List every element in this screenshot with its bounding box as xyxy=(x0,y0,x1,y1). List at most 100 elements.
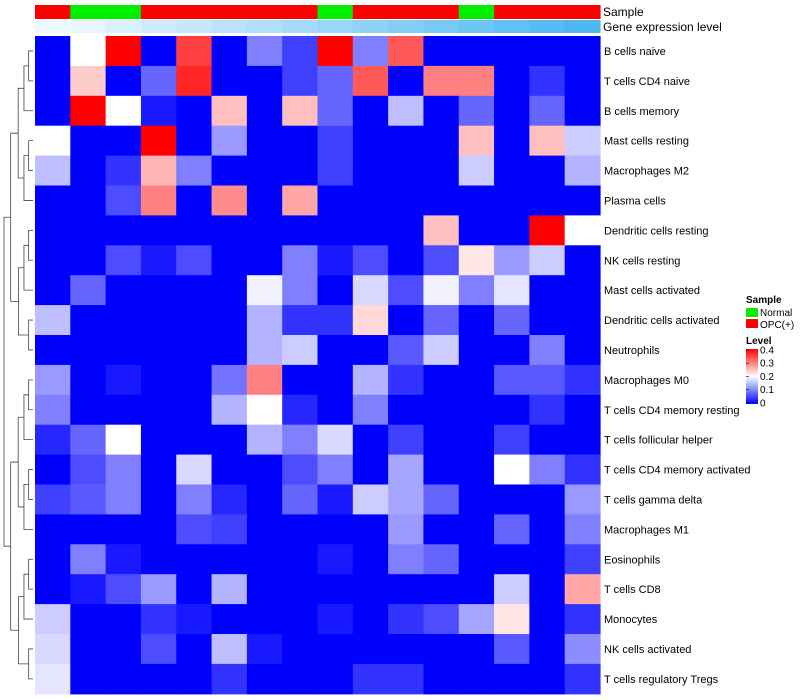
sample-cell-3 xyxy=(140,5,177,19)
heatmap-cell-r11-c1 xyxy=(70,364,107,396)
heatmap-cell-r5-c4 xyxy=(176,185,213,216)
heatmap-cell-r9-c10 xyxy=(388,305,425,336)
heatmap-cell-r0-c13 xyxy=(494,36,530,67)
heatmap-cell-r19-c5 xyxy=(211,604,248,635)
heatmap-cell-r2-c2 xyxy=(105,95,142,127)
heatmap-cell-r10-c10 xyxy=(388,335,425,366)
heatmap-cell-r7-c6 xyxy=(246,245,283,276)
heatmap-cell-r12-c9 xyxy=(352,394,389,426)
heatmap-cell-r14-c2 xyxy=(105,454,142,486)
heatmap-cell-r9-c4 xyxy=(176,305,213,336)
heatmap-cell-r3-c2 xyxy=(105,125,142,157)
heatmap-cell-r21-c15 xyxy=(564,663,601,695)
heatmap-cell-r20-c7 xyxy=(282,634,319,665)
heatmap-cell-r2-c13 xyxy=(494,95,530,127)
heatmap-cell-r10-c8 xyxy=(317,335,354,366)
heatmap-cell-r17-c10 xyxy=(388,544,425,575)
level-tick-label-4: 0 xyxy=(760,398,766,409)
sample-cell-12 xyxy=(458,5,495,19)
heatmap-cell-r20-c8 xyxy=(317,634,354,665)
heatmap-cell-r7-c10 xyxy=(388,245,425,276)
heatmap-cell-r14-c15 xyxy=(564,454,601,486)
heatmap-cell-r19-c9 xyxy=(352,604,389,635)
expression-level-cell-1 xyxy=(70,20,107,33)
heatmap-cell-r16-c3 xyxy=(140,514,177,545)
heatmap-cell-r1-c3 xyxy=(140,65,177,97)
heatmap-cell-r16-c14 xyxy=(529,514,566,545)
row-label-15: T cells gamma delta xyxy=(604,494,703,506)
heatmap-cell-r16-c13 xyxy=(494,514,530,545)
heatmap-cell-r13-c4 xyxy=(176,424,213,456)
heatmap-cell-r14-c9 xyxy=(352,454,389,486)
row-label-4: Macrophages M2 xyxy=(604,166,689,178)
heatmap-cell-r4-c13 xyxy=(494,155,530,187)
legend-level-ticks: 0.4 0.3 0.2 0.1 0 xyxy=(746,346,774,409)
heatmap-cell-r5-c9 xyxy=(352,185,389,216)
row-label-7: NK cells resting xyxy=(604,255,680,267)
heatmap-cell-r17-c11 xyxy=(423,544,460,575)
expression-level-cell-13 xyxy=(494,20,530,33)
heatmap-cell-r13-c3 xyxy=(140,424,177,456)
heatmap-cell-r21-c7 xyxy=(282,663,319,695)
heatmap-cell-r6-c6 xyxy=(246,215,283,246)
heatmap-cell-r14-c0 xyxy=(35,454,71,486)
heatmap-cell-r8-c7 xyxy=(282,275,319,306)
heatmap-cell-r14-c6 xyxy=(246,454,283,486)
heatmap-cell-r8-c9 xyxy=(352,275,389,306)
heatmap-cell-r17-c5 xyxy=(211,544,248,575)
heatmap-cell-r7-c2 xyxy=(105,245,142,276)
heatmap-cell-r3-c0 xyxy=(35,125,71,157)
heatmap-cell-r18-c4 xyxy=(176,574,213,605)
heatmap-cell-r0-c5 xyxy=(211,36,248,67)
heatmap-cell-r15-c1 xyxy=(70,484,107,515)
heatmap-cell-r11-c15 xyxy=(564,364,601,396)
heatmap-cell-r9-c6 xyxy=(246,305,283,336)
expression-level-cell-8 xyxy=(317,20,354,33)
heatmap-cell-r14-c12 xyxy=(458,454,495,486)
heatmap-cell-r10-c0 xyxy=(35,335,71,366)
row-label-13: T cells follicular helper xyxy=(604,435,713,447)
heatmap-cell-r13-c12 xyxy=(458,424,495,456)
sample-cell-7 xyxy=(282,5,319,19)
heatmap-cell-r1-c13 xyxy=(494,65,530,97)
heatmap-cell-r7-c1 xyxy=(70,245,107,276)
heatmap-cell-r14-c8 xyxy=(317,454,354,486)
heatmap-cell-r6-c15 xyxy=(564,215,601,246)
heatmap-cell-r12-c2 xyxy=(105,394,142,426)
dendrogram-branch xyxy=(17,416,24,508)
heatmap-cell-r16-c12 xyxy=(458,514,495,545)
heatmap-cell-r17-c0 xyxy=(35,544,71,575)
heatmap-cell-r4-c4 xyxy=(176,155,213,187)
dendrogram-branch xyxy=(3,216,11,547)
heatmap-cell-r8-c0 xyxy=(35,275,71,306)
heatmap-cell-r20-c1 xyxy=(70,634,107,665)
heatmap-cell-r18-c11 xyxy=(423,574,460,605)
heatmap-cell-r17-c3 xyxy=(140,544,177,575)
heatmap-cell-r15-c10 xyxy=(388,484,425,515)
dendrogram-branch xyxy=(28,50,33,82)
heatmap-cell-r14-c3 xyxy=(140,454,177,486)
heatmap-cell-r15-c3 xyxy=(140,484,177,515)
heatmap-cell-r8-c13 xyxy=(494,275,530,306)
heatmap-cell-r11-c10 xyxy=(388,364,425,396)
heatmap-cell-r21-c6 xyxy=(246,663,283,695)
expression-level-cell-0 xyxy=(35,20,71,33)
heatmap-cell-r1-c9 xyxy=(352,65,389,97)
heatmap-cell-r8-c12 xyxy=(458,275,495,306)
heatmap-cell-r16-c1 xyxy=(70,514,107,545)
heatmap-cell-r21-c12 xyxy=(458,663,495,695)
heatmap-cell-r21-c14 xyxy=(529,663,566,695)
heatmap-cell-r4-c7 xyxy=(282,155,319,187)
heatmap-cell-r18-c1 xyxy=(70,574,107,605)
heatmap-cell-r13-c15 xyxy=(564,424,601,456)
heatmap-cell-r19-c10 xyxy=(388,604,425,635)
heatmap-cell-r11-c0 xyxy=(35,364,71,396)
heatmap-cell-r16-c8 xyxy=(317,514,354,545)
heatmap-cell-r4-c11 xyxy=(423,155,460,187)
sample-annotation-bar xyxy=(35,5,601,19)
heatmap-cell-r12-c10 xyxy=(388,394,425,426)
heatmap-cell-r11-c12 xyxy=(458,364,495,396)
heatmap-cell-r19-c7 xyxy=(282,604,319,635)
row-label-9: Dendritic cells activated xyxy=(604,315,720,327)
heatmap-cell-r12-c0 xyxy=(35,394,71,426)
